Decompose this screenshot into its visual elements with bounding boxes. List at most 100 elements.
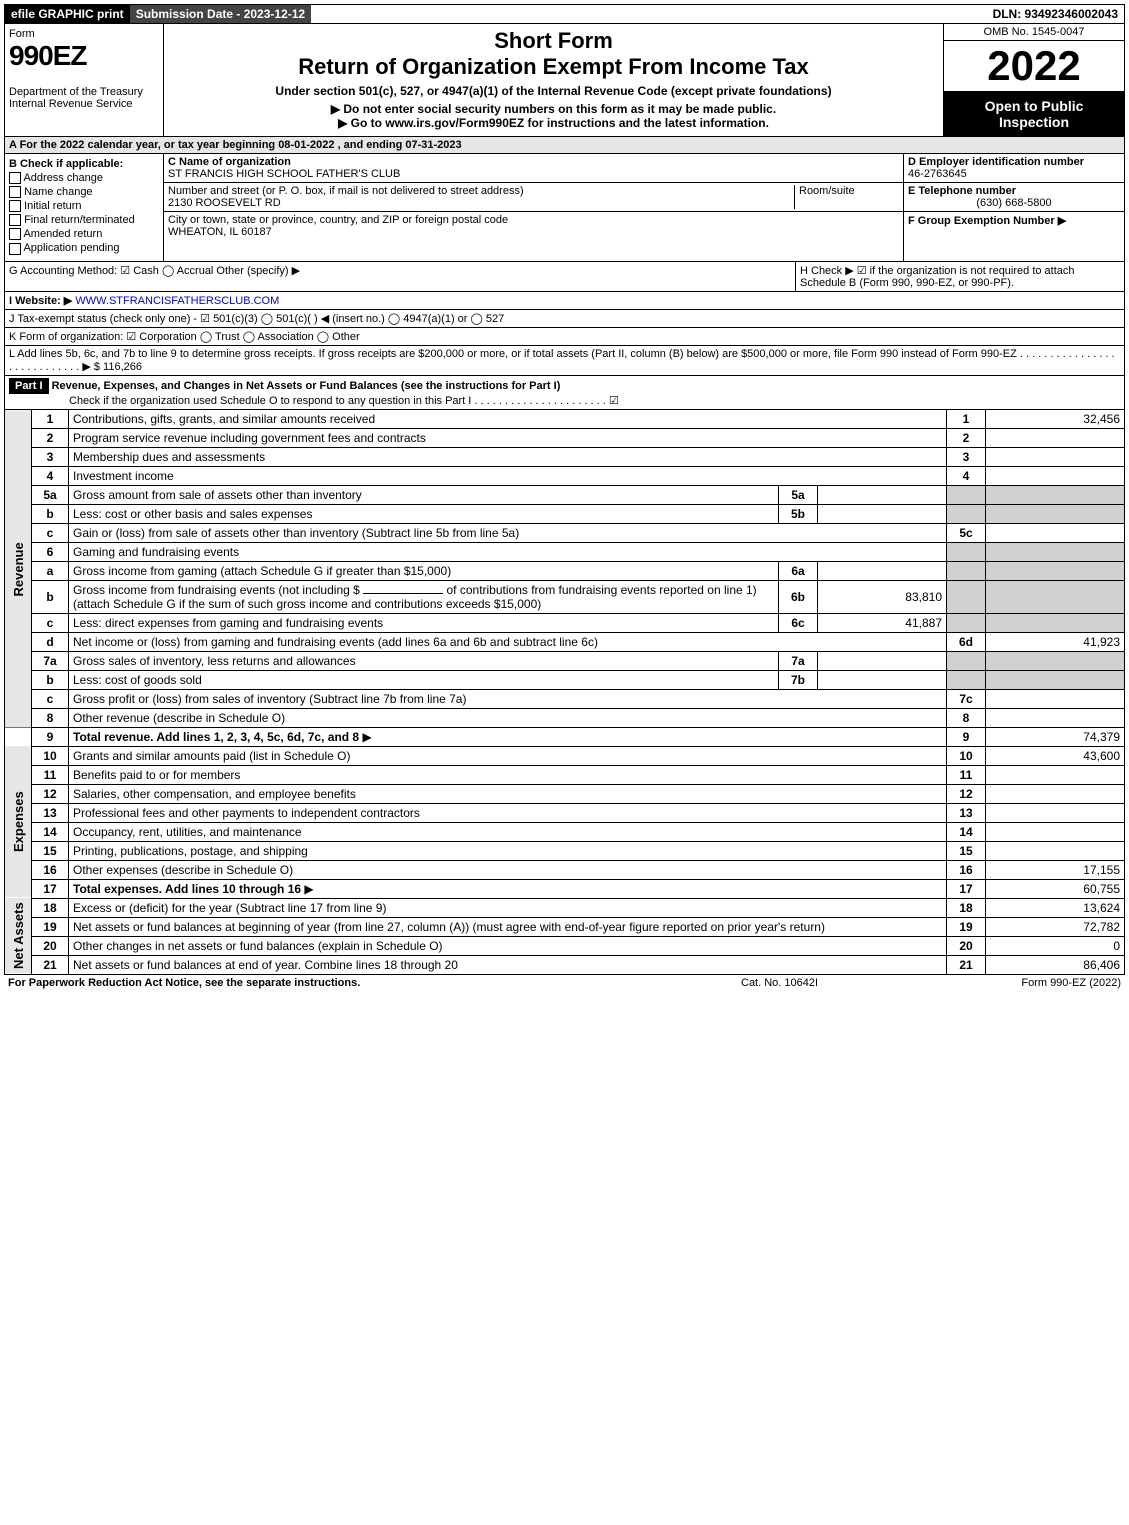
line-11-refnum: 11: [947, 765, 986, 784]
line-4-value: [986, 466, 1125, 485]
amended-return-label: Amended return: [23, 228, 102, 240]
line-8-refnum: 8: [947, 708, 986, 727]
line-18-text: Excess or (deficit) for the year (Subtra…: [69, 898, 947, 917]
street-address: 2130 ROOSEVELT RD: [168, 197, 794, 209]
line-6b-text: Gross income from fundraising events (no…: [69, 580, 779, 613]
amended-return-checkbox[interactable]: [9, 228, 21, 240]
line-10-refnum: 10: [947, 746, 986, 765]
line-19-refnum: 19: [947, 917, 986, 936]
line-1-refnum: 1: [947, 410, 986, 429]
line-6d-value: 41,923: [986, 632, 1125, 651]
line-5a-mid: 5a: [779, 485, 818, 504]
line-5b-text: Less: cost or other basis and sales expe…: [69, 504, 779, 523]
line-17-refnum: 17: [947, 879, 986, 898]
section-g-h: G Accounting Method: ☑ Cash ◯ Accrual Ot…: [4, 262, 1125, 292]
section-c: C Name of organization ST FRANCIS HIGH S…: [164, 154, 904, 261]
form-header: Form 990EZ Department of the Treasury In…: [4, 24, 1125, 137]
ssn-warning: ▶ Do not enter social security numbers o…: [172, 102, 935, 116]
section-k: K Form of organization: ☑ Corporation ◯ …: [4, 328, 1125, 346]
footer-right: Form 990-EZ (2022): [941, 977, 1121, 989]
line-13-text: Professional fees and other payments to …: [69, 803, 947, 822]
org-name: ST FRANCIS HIGH SCHOOL FATHER'S CLUB: [168, 168, 899, 180]
header-left: Form 990EZ Department of the Treasury In…: [5, 24, 164, 136]
line-16-refnum: 16: [947, 860, 986, 879]
line-7c-refnum: 7c: [947, 689, 986, 708]
line-6a-midval: [818, 561, 947, 580]
short-form-title: Short Form: [172, 28, 935, 54]
line-3-text: Membership dues and assessments: [69, 447, 947, 466]
room-suite-label: Room/suite: [794, 185, 899, 209]
line-14-text: Occupancy, rent, utilities, and maintena…: [69, 822, 947, 841]
schedule-b-check: H Check ▶ ☑ if the organization is not r…: [795, 262, 1124, 291]
section-b-heading: B Check if applicable:: [9, 158, 159, 170]
open-public-label: Open to Public Inspection: [944, 92, 1124, 136]
accounting-method: G Accounting Method: ☑ Cash ◯ Accrual Ot…: [5, 262, 795, 291]
submission-date: Submission Date - 2023-12-12: [130, 5, 311, 23]
footer-left: For Paperwork Reduction Act Notice, see …: [8, 977, 741, 989]
initial-return-checkbox[interactable]: [9, 200, 21, 212]
website-link[interactable]: WWW.STFRANCISFATHERSCLUB.COM: [75, 295, 279, 307]
department-label: Department of the Treasury Internal Reve…: [9, 86, 159, 110]
line-10-text: Grants and similar amounts paid (list in…: [69, 746, 947, 765]
efile-print-button[interactable]: efile GRAPHIC print: [5, 5, 130, 23]
address-change-checkbox[interactable]: [9, 172, 21, 184]
city-label: City or town, state or province, country…: [168, 214, 899, 226]
line-6c-midval: 41,887: [818, 613, 947, 632]
main-title: Return of Organization Exempt From Incom…: [172, 54, 935, 80]
goto-link[interactable]: ▶ Go to www.irs.gov/Form990EZ for instru…: [172, 116, 935, 130]
dln-number: DLN: 93492346002043: [987, 5, 1124, 23]
line-20-refnum: 20: [947, 936, 986, 955]
line-9-value: 74,379: [986, 727, 1125, 746]
line-6a-mid: 6a: [779, 561, 818, 580]
line-2-value: [986, 428, 1125, 447]
line-2-refnum: 2: [947, 428, 986, 447]
line-4-text: Investment income: [69, 466, 947, 485]
line-6-text: Gaming and fundraising events: [69, 542, 947, 561]
line-1-value: 32,456: [986, 410, 1125, 429]
final-return-label: Final return/terminated: [24, 214, 135, 226]
line-12-refnum: 12: [947, 784, 986, 803]
line-18-value: 13,624: [986, 898, 1125, 917]
line-6c-text: Less: direct expenses from gaming and fu…: [69, 613, 779, 632]
line-3-value: [986, 447, 1125, 466]
section-def: D Employer identification number 46-2763…: [904, 154, 1124, 261]
name-change-label: Name change: [24, 186, 93, 198]
ein-label: D Employer identification number: [908, 156, 1120, 168]
line-9-refnum: 9: [947, 727, 986, 746]
section-i: I Website: ▶ WWW.STFRANCISFATHERSCLUB.CO…: [4, 292, 1125, 310]
line-6c-mid: 6c: [779, 613, 818, 632]
line-17-text: Total expenses. Add lines 10 through 16 …: [69, 879, 947, 898]
part-1-check: Check if the organization used Schedule …: [9, 394, 1120, 407]
header-right: OMB No. 1545-0047 2022 Open to Public In…: [943, 24, 1124, 136]
group-exemption-label: F Group Exemption Number ▶: [908, 214, 1120, 227]
line-5a-text: Gross amount from sale of assets other t…: [69, 485, 779, 504]
city-state-zip: WHEATON, IL 60187: [168, 226, 899, 238]
section-l: L Add lines 5b, 6c, and 7b to line 9 to …: [4, 346, 1125, 376]
line-19-text: Net assets or fund balances at beginning…: [69, 917, 947, 936]
header-center: Short Form Return of Organization Exempt…: [164, 24, 943, 136]
omb-number: OMB No. 1545-0047: [944, 24, 1124, 41]
line-18-refnum: 18: [947, 898, 986, 917]
subtitle: Under section 501(c), 527, or 4947(a)(1)…: [172, 84, 935, 98]
part-1-header: Part I Revenue, Expenses, and Changes in…: [4, 376, 1125, 410]
line-5a-shade-val: [986, 485, 1125, 504]
app-pending-checkbox[interactable]: [9, 243, 21, 255]
line-5b-midval: [818, 504, 947, 523]
name-change-checkbox[interactable]: [9, 186, 21, 198]
line-7a-text: Gross sales of inventory, less returns a…: [69, 651, 779, 670]
line-8-text: Other revenue (describe in Schedule O): [69, 708, 947, 727]
c-name-label: C Name of organization: [168, 156, 899, 168]
line-16-value: 17,155: [986, 860, 1125, 879]
line-9-text: Total revenue. Add lines 1, 2, 3, 4, 5c,…: [69, 727, 947, 746]
line-4-refnum: 4: [947, 466, 986, 485]
revenue-side-label: Revenue: [5, 410, 32, 728]
final-return-checkbox[interactable]: [9, 214, 21, 226]
footer-center: Cat. No. 10642I: [741, 977, 941, 989]
website-label: I Website: ▶: [9, 295, 72, 307]
line-7b-mid: 7b: [779, 670, 818, 689]
netassets-side-label: Net Assets: [5, 898, 32, 974]
line-6d-text: Net income or (loss) from gaming and fun…: [69, 632, 947, 651]
line-13-refnum: 13: [947, 803, 986, 822]
top-bar: efile GRAPHIC print Submission Date - 20…: [4, 4, 1125, 24]
section-b: B Check if applicable: Address change Na…: [5, 154, 164, 261]
